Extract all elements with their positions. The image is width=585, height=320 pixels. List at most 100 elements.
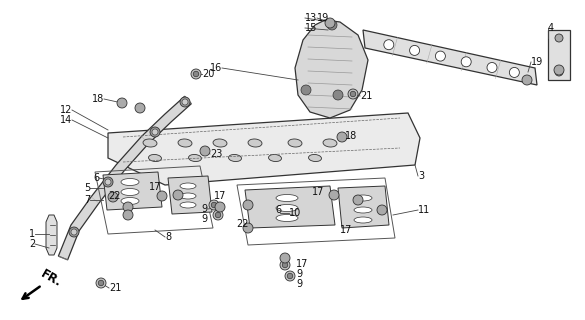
Ellipse shape xyxy=(178,139,192,147)
Circle shape xyxy=(348,89,358,99)
Ellipse shape xyxy=(276,204,298,212)
Polygon shape xyxy=(548,30,570,80)
Circle shape xyxy=(69,227,79,237)
Text: 17: 17 xyxy=(296,259,308,269)
Text: 11: 11 xyxy=(418,205,430,215)
Circle shape xyxy=(280,253,290,263)
Text: 1: 1 xyxy=(29,229,35,239)
Circle shape xyxy=(325,18,335,28)
Circle shape xyxy=(243,223,253,233)
Circle shape xyxy=(243,200,253,210)
Polygon shape xyxy=(58,96,191,260)
Text: 17: 17 xyxy=(214,191,226,201)
Circle shape xyxy=(435,51,445,61)
Circle shape xyxy=(353,195,363,205)
Text: 19: 19 xyxy=(317,13,329,23)
Ellipse shape xyxy=(229,155,242,162)
Text: 21: 21 xyxy=(360,91,373,101)
Circle shape xyxy=(522,75,532,85)
Text: 10: 10 xyxy=(289,208,301,218)
Text: 15: 15 xyxy=(305,23,318,33)
Text: 2: 2 xyxy=(29,239,35,249)
Ellipse shape xyxy=(354,207,372,213)
Text: 18: 18 xyxy=(92,94,104,104)
Ellipse shape xyxy=(354,217,372,223)
Ellipse shape xyxy=(276,214,298,221)
Circle shape xyxy=(461,57,471,67)
Circle shape xyxy=(157,191,167,201)
Circle shape xyxy=(555,34,563,42)
Circle shape xyxy=(173,190,183,200)
Text: 14: 14 xyxy=(60,115,72,125)
Text: 19: 19 xyxy=(531,57,543,67)
Circle shape xyxy=(327,20,337,30)
Circle shape xyxy=(182,99,188,105)
Text: 9: 9 xyxy=(202,204,208,214)
Text: 9: 9 xyxy=(202,214,208,224)
Ellipse shape xyxy=(354,195,372,201)
Ellipse shape xyxy=(269,155,281,162)
Text: 6: 6 xyxy=(93,173,99,183)
Text: 22: 22 xyxy=(108,191,121,201)
Circle shape xyxy=(123,202,133,212)
Circle shape xyxy=(287,273,292,279)
Text: 12: 12 xyxy=(60,105,72,115)
Ellipse shape xyxy=(121,179,139,186)
Ellipse shape xyxy=(248,139,262,147)
Ellipse shape xyxy=(180,193,196,199)
Circle shape xyxy=(108,192,118,202)
Circle shape xyxy=(152,129,158,135)
Text: 20: 20 xyxy=(202,69,214,79)
Text: 18: 18 xyxy=(345,131,357,141)
Circle shape xyxy=(555,68,563,76)
Circle shape xyxy=(191,69,201,79)
Circle shape xyxy=(377,205,387,215)
Circle shape xyxy=(117,98,127,108)
Ellipse shape xyxy=(188,155,201,162)
Text: 17: 17 xyxy=(149,182,161,192)
Text: 3: 3 xyxy=(418,171,424,181)
Ellipse shape xyxy=(121,197,139,204)
Ellipse shape xyxy=(180,202,196,208)
Circle shape xyxy=(150,127,160,137)
Text: 21: 21 xyxy=(109,283,121,293)
Circle shape xyxy=(329,190,339,200)
Ellipse shape xyxy=(308,155,322,162)
Circle shape xyxy=(285,271,295,281)
Ellipse shape xyxy=(149,155,161,162)
Text: 6: 6 xyxy=(275,205,281,215)
Circle shape xyxy=(209,200,219,210)
Text: 13: 13 xyxy=(305,13,317,23)
Circle shape xyxy=(554,65,564,75)
Text: 5: 5 xyxy=(84,183,90,193)
Text: 9: 9 xyxy=(296,279,302,289)
Text: 8: 8 xyxy=(165,232,171,242)
Polygon shape xyxy=(46,215,57,255)
Circle shape xyxy=(71,229,77,235)
Ellipse shape xyxy=(143,139,157,147)
Polygon shape xyxy=(363,30,537,85)
Circle shape xyxy=(135,103,145,113)
Circle shape xyxy=(211,202,217,208)
Ellipse shape xyxy=(213,139,227,147)
Circle shape xyxy=(180,97,190,107)
Text: 17: 17 xyxy=(312,187,324,197)
Circle shape xyxy=(350,91,356,97)
Circle shape xyxy=(337,132,347,142)
Circle shape xyxy=(193,71,199,77)
Ellipse shape xyxy=(180,183,196,189)
Polygon shape xyxy=(103,172,162,210)
Text: 16: 16 xyxy=(210,63,222,73)
Circle shape xyxy=(384,40,394,50)
Circle shape xyxy=(510,68,519,77)
Circle shape xyxy=(105,179,111,185)
Circle shape xyxy=(213,210,223,220)
Polygon shape xyxy=(168,176,212,214)
Text: 9: 9 xyxy=(296,269,302,279)
Polygon shape xyxy=(108,113,420,185)
Text: 4: 4 xyxy=(548,23,554,33)
Ellipse shape xyxy=(121,188,139,196)
Circle shape xyxy=(98,280,104,286)
Text: 17: 17 xyxy=(340,225,352,235)
Circle shape xyxy=(123,210,133,220)
